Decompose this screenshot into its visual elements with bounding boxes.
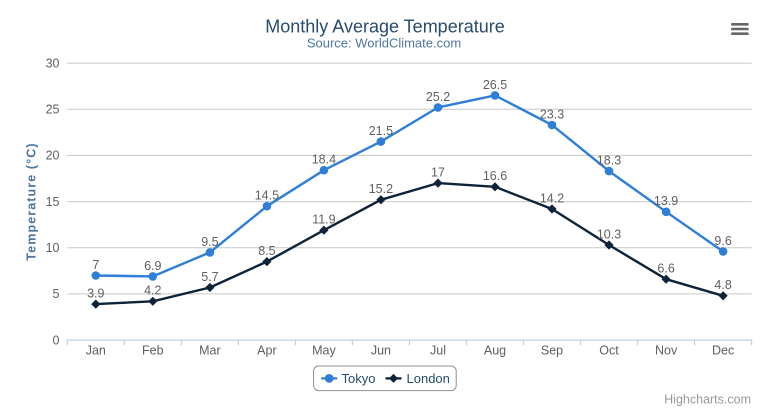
- svg-text:4.2: 4.2: [144, 284, 161, 298]
- svg-text:21.5: 21.5: [369, 124, 393, 138]
- svg-text:25.2: 25.2: [426, 90, 450, 104]
- svg-text:Mar: Mar: [199, 343, 221, 357]
- svg-text:Sep: Sep: [541, 343, 563, 357]
- svg-text:10.3: 10.3: [597, 227, 621, 241]
- svg-text:London: London: [407, 371, 450, 386]
- svg-text:Source: WorldClimate.com: Source: WorldClimate.com: [307, 36, 461, 51]
- svg-text:18.4: 18.4: [312, 153, 336, 167]
- svg-text:6.6: 6.6: [657, 262, 674, 276]
- svg-text:5: 5: [53, 287, 60, 301]
- svg-text:5.7: 5.7: [201, 270, 218, 284]
- svg-text:Monthly Average Temperature: Monthly Average Temperature: [265, 17, 504, 37]
- svg-text:11.9: 11.9: [312, 213, 335, 227]
- svg-text:Apr: Apr: [257, 343, 276, 357]
- svg-text:6.9: 6.9: [144, 259, 161, 273]
- svg-text:Highcharts.com: Highcharts.com: [664, 393, 751, 407]
- svg-text:Aug: Aug: [484, 343, 506, 357]
- svg-text:15.2: 15.2: [369, 182, 393, 196]
- svg-text:May: May: [312, 343, 336, 357]
- svg-text:3.9: 3.9: [87, 287, 104, 301]
- svg-text:20: 20: [46, 149, 60, 163]
- svg-text:Tokyo: Tokyo: [342, 371, 376, 386]
- svg-text:Dec: Dec: [712, 343, 734, 357]
- svg-text:Temperature (°C): Temperature (°C): [25, 142, 39, 260]
- svg-text:14.5: 14.5: [255, 189, 279, 203]
- svg-text:16.6: 16.6: [483, 169, 507, 183]
- svg-text:Jan: Jan: [86, 343, 106, 357]
- svg-text:18.3: 18.3: [597, 154, 621, 168]
- svg-text:25: 25: [46, 103, 60, 117]
- svg-text:26.5: 26.5: [483, 78, 507, 92]
- svg-text:10: 10: [46, 241, 60, 255]
- svg-text:Jul: Jul: [430, 343, 446, 357]
- svg-text:Oct: Oct: [599, 343, 619, 357]
- svg-text:4.8: 4.8: [714, 278, 731, 292]
- svg-text:0: 0: [53, 333, 60, 347]
- svg-text:Jun: Jun: [371, 343, 391, 357]
- svg-text:15: 15: [46, 195, 60, 209]
- svg-text:9.5: 9.5: [201, 235, 218, 249]
- svg-text:30: 30: [46, 56, 60, 70]
- svg-text:13.9: 13.9: [654, 194, 678, 208]
- svg-text:23.3: 23.3: [540, 107, 564, 121]
- svg-text:Feb: Feb: [142, 343, 164, 357]
- svg-text:8.5: 8.5: [258, 244, 275, 258]
- svg-text:14.2: 14.2: [540, 191, 564, 205]
- svg-text:Nov: Nov: [655, 343, 678, 357]
- svg-text:9.6: 9.6: [714, 234, 731, 248]
- svg-text:17: 17: [431, 166, 445, 180]
- svg-text:7: 7: [92, 258, 99, 272]
